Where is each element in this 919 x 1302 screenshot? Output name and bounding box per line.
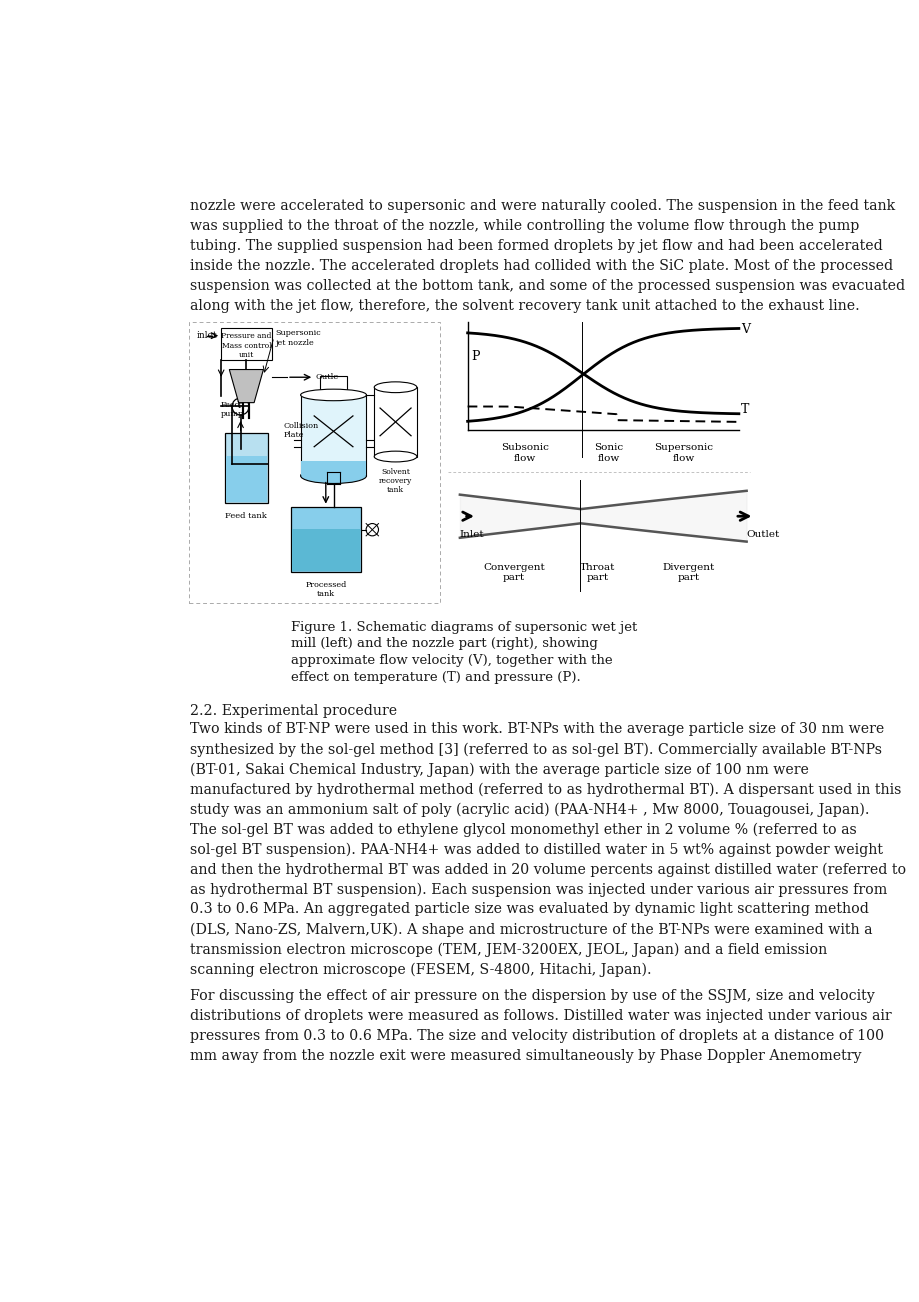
Text: Convergent
part: Convergent part (482, 562, 544, 582)
Ellipse shape (301, 469, 366, 483)
Text: P: P (471, 350, 480, 363)
Polygon shape (319, 376, 347, 395)
Text: pressures from 0.3 to 0.6 MPa. The size and velocity distribution of droplets at: pressures from 0.3 to 0.6 MPa. The size … (190, 1029, 883, 1043)
Bar (301, 461, 366, 475)
Text: Subsonic
flow: Subsonic flow (500, 444, 548, 462)
Text: transmission electron microscope (TEM, JEM-3200EX, JEOL, Japan) and a field emis: transmission electron microscope (TEM, J… (190, 943, 826, 957)
Text: Solvent
recovery
tank: Solvent recovery tank (379, 469, 412, 495)
Text: Outlet: Outlet (746, 530, 779, 539)
Bar (225, 434, 267, 503)
Text: P: P (237, 402, 244, 410)
Text: 0.3 to 0.6 MPa. An aggregated particle size was evaluated by dynamic light scatt: 0.3 to 0.6 MPa. An aggregated particle s… (190, 902, 868, 917)
Text: Outle: Outle (315, 374, 338, 381)
Bar (290, 506, 360, 572)
Text: nozzle were accelerated to supersonic and were naturally cooled. The suspension : nozzle were accelerated to supersonic an… (190, 199, 894, 212)
Text: distributions of droplets were measured as follows. Distilled water was injected: distributions of droplets were measured … (190, 1009, 891, 1022)
Text: Feed
pump: Feed pump (221, 401, 244, 418)
Text: (DLS, Nano-ZS, Malvern,UK). A shape and microstructure of the BT-NPs were examin: (DLS, Nano-ZS, Malvern,UK). A shape and … (190, 922, 872, 936)
Text: was supplied to the throat of the nozzle, while controlling the volume flow thro: was supplied to the throat of the nozzle… (190, 219, 858, 233)
Text: T: T (741, 402, 749, 415)
Bar (291, 529, 359, 572)
Text: tubing. The supplied suspension had been formed droplets by jet flow and had bee: tubing. The supplied suspension had been… (190, 238, 882, 253)
Text: inlet: inlet (196, 331, 217, 340)
Text: Divergent
part: Divergent part (662, 562, 714, 582)
Text: 2.2. Experimental procedure: 2.2. Experimental procedure (190, 703, 397, 717)
Bar (225, 456, 267, 503)
Text: sol-gel BT suspension). PAA-NH4+ was added to distilled water in 5 wt% against p: sol-gel BT suspension). PAA-NH4+ was add… (190, 842, 882, 857)
Text: Feed tank: Feed tank (225, 512, 267, 519)
Text: and then the hydrothermal BT was added in 20 volume percents against distilled w: and then the hydrothermal BT was added i… (190, 862, 905, 876)
Text: approximate flow velocity (V), together with the: approximate flow velocity (V), together … (290, 655, 612, 668)
Text: effect on temperature (T) and pressure (P).: effect on temperature (T) and pressure (… (290, 672, 580, 685)
Text: Throat
part: Throat part (579, 562, 615, 582)
Text: Supersonic
flow: Supersonic flow (653, 444, 712, 462)
Bar (221, 328, 271, 361)
Text: suspension was collected at the bottom tank, and some of the processed suspensio: suspension was collected at the bottom t… (190, 279, 904, 293)
Text: Sonic
flow: Sonic flow (594, 444, 622, 462)
Text: Two kinds of BT-NP were used in this work. BT-NPs with the average particle size: Two kinds of BT-NP were used in this wor… (190, 723, 883, 736)
Ellipse shape (301, 389, 366, 401)
Text: inside the nozzle. The accelerated droplets had collided with the SiC plate. Mos: inside the nozzle. The accelerated dropl… (190, 259, 892, 272)
Text: mm away from the nozzle exit were measured simultaneously by Phase Doppler Anemo: mm away from the nozzle exit were measur… (190, 1048, 861, 1062)
Ellipse shape (374, 452, 416, 462)
Text: mill (left) and the nozzle part (right), showing: mill (left) and the nozzle part (right),… (290, 638, 597, 651)
Bar (188, 322, 439, 603)
Text: study was an ammonium salt of poly (acrylic acid) (PAA-NH4+ , Mw 8000, Touagouse: study was an ammonium salt of poly (acry… (190, 802, 868, 816)
Bar (301, 395, 366, 475)
Text: The sol-gel BT was added to ethylene glycol monomethyl ether in 2 volume % (refe: The sol-gel BT was added to ethylene gly… (190, 823, 856, 837)
Text: synthesized by the sol-gel method [3] (referred to as sol-gel BT). Commercially : synthesized by the sol-gel method [3] (r… (190, 742, 881, 756)
Text: scanning electron microscope (FESEM, S-4800, Hitachi, Japan).: scanning electron microscope (FESEM, S-4… (190, 962, 651, 976)
Text: Supersonic
jet nozzle: Supersonic jet nozzle (275, 329, 321, 346)
Text: Collision
Plate: Collision Plate (283, 422, 318, 439)
Text: Inlet: Inlet (460, 530, 484, 539)
Text: manufactured by hydrothermal method (referred to as hydrothermal BT). A dispersa: manufactured by hydrothermal method (ref… (190, 783, 901, 797)
Ellipse shape (374, 381, 416, 393)
Text: Processed
tank: Processed tank (305, 581, 346, 599)
Text: Figure 1. Schematic diagrams of supersonic wet jet: Figure 1. Schematic diagrams of superson… (290, 621, 637, 634)
Text: (BT-01, Sakai Chemical Industry, Japan) with the average particle size of 100 nm: (BT-01, Sakai Chemical Industry, Japan) … (190, 762, 808, 776)
Bar (374, 387, 416, 457)
Text: as hydrothermal BT suspension). Each suspension was injected under various air p: as hydrothermal BT suspension). Each sus… (190, 883, 887, 897)
Text: Pressure and
Mass control
unit: Pressure and Mass control unit (221, 332, 271, 359)
Text: along with the jet flow, therefore, the solvent recovery tank unit attached to t: along with the jet flow, therefore, the … (190, 298, 859, 312)
Text: V: V (741, 323, 749, 336)
Text: For discussing the effect of air pressure on the dispersion by use of the SSJM, : For discussing the effect of air pressur… (190, 988, 874, 1003)
Polygon shape (229, 370, 263, 402)
